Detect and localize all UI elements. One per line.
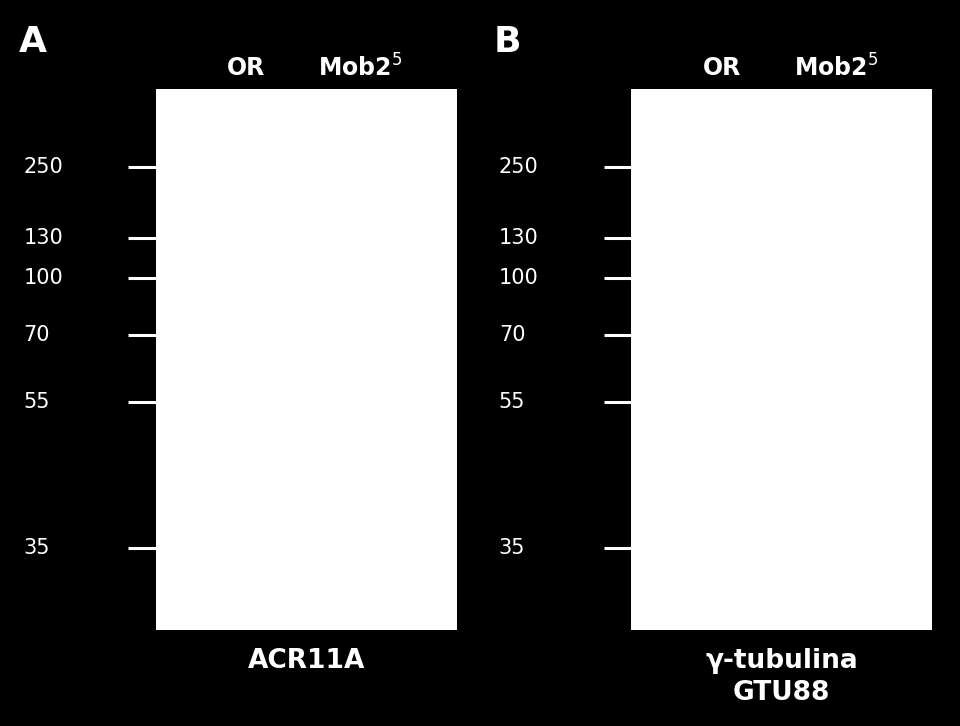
Text: B: B (494, 25, 521, 59)
Text: Mob2$^{5}$: Mob2$^{5}$ (319, 54, 402, 81)
Text: 70: 70 (24, 325, 50, 345)
Text: γ-tubulina
GTU88: γ-tubulina GTU88 (706, 648, 858, 706)
Text: ACR11A: ACR11A (248, 648, 365, 674)
Text: 35: 35 (499, 538, 525, 558)
Text: 250: 250 (499, 158, 539, 177)
Bar (156, 89, 457, 629)
Text: Mob2$^{5}$: Mob2$^{5}$ (794, 54, 877, 81)
Bar (632, 89, 932, 629)
Text: 130: 130 (24, 229, 63, 248)
Text: 130: 130 (499, 229, 539, 248)
Text: 35: 35 (24, 538, 50, 558)
Text: 250: 250 (24, 158, 63, 177)
Text: 70: 70 (499, 325, 525, 345)
Text: OR: OR (703, 56, 741, 80)
Text: OR: OR (228, 56, 266, 80)
Text: 100: 100 (499, 268, 539, 287)
Text: A: A (19, 25, 47, 59)
Text: 100: 100 (24, 268, 63, 287)
Text: 55: 55 (24, 392, 50, 412)
Text: 55: 55 (499, 392, 525, 412)
